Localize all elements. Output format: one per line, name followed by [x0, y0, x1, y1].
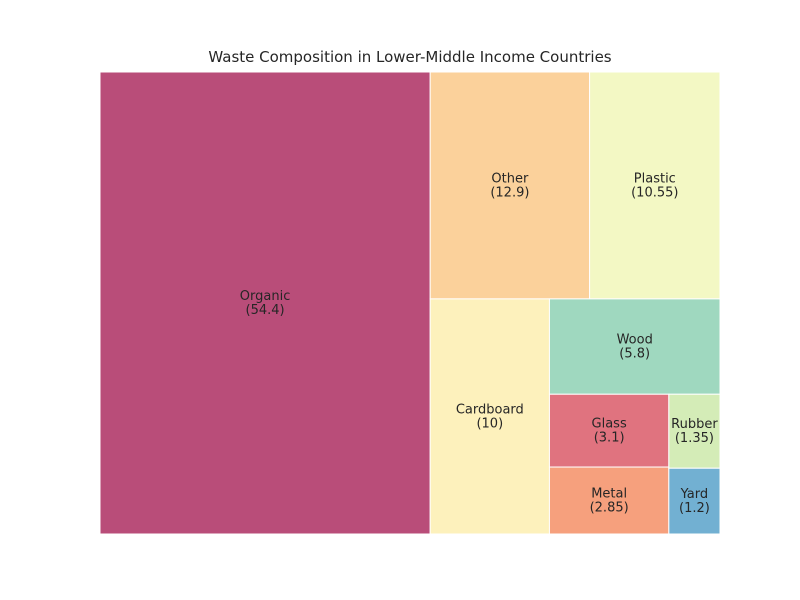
treemap-value-yard: (1.2) [679, 501, 710, 516]
treemap-label-rubber: Rubber [671, 417, 718, 432]
treemap-rect-wood [548, 298, 721, 395]
treemap-value-other: (12.9) [490, 185, 529, 200]
treemap-label-yard: Yard [680, 487, 709, 502]
treemap-label-glass: Glass [592, 417, 627, 432]
treemap-rect-other [429, 71, 591, 300]
treemap-value-plastic: (10.55) [631, 185, 678, 200]
treemap-tile-metal: Metal(2.85) [548, 466, 670, 535]
treemap-label-other: Other [491, 171, 529, 186]
treemap-tile-rubber: Rubber(1.35) [668, 393, 721, 469]
treemap-tile-other: Other(12.9) [429, 71, 591, 300]
treemap-value-organic: (54.4) [246, 303, 285, 318]
treemap-value-wood: (5.8) [619, 347, 650, 362]
treemap-rect-glass [548, 393, 670, 468]
treemap-label-wood: Wood [617, 333, 653, 348]
treemap-value-glass: (3.1) [594, 431, 625, 446]
treemap-tile-cardboard: Cardboard(10) [429, 298, 550, 535]
treemap-value-cardboard: (10) [476, 416, 503, 431]
treemap-tile-organic: Organic(54.4) [99, 71, 431, 535]
treemap-label-metal: Metal [591, 487, 627, 502]
treemap-label-plastic: Plastic [634, 171, 676, 186]
chart-title: Waste Composition in Lower-Middle Income… [208, 48, 612, 66]
treemap-value-rubber: (1.35) [675, 431, 714, 446]
treemap-tile-glass: Glass(3.1) [548, 393, 670, 468]
treemap-rect-metal [548, 466, 670, 535]
treemap-tile-wood: Wood(5.8) [548, 298, 721, 395]
treemap-label-organic: Organic [240, 289, 291, 304]
treemap-rect-yard [668, 467, 721, 535]
treemap-rect-plastic [589, 71, 721, 300]
treemap-value-metal: (2.85) [590, 501, 629, 516]
treemap-tile-plastic: Plastic(10.55) [589, 71, 721, 300]
treemap-rect-cardboard [429, 298, 550, 535]
treemap-rect-rubber [668, 393, 721, 469]
treemap-tile-yard: Yard(1.2) [668, 467, 721, 535]
treemap-label-cardboard: Cardboard [456, 402, 524, 417]
treemap-tiles: Organic(54.4)Other(12.9)Plastic(10.55)Ca… [99, 71, 721, 535]
